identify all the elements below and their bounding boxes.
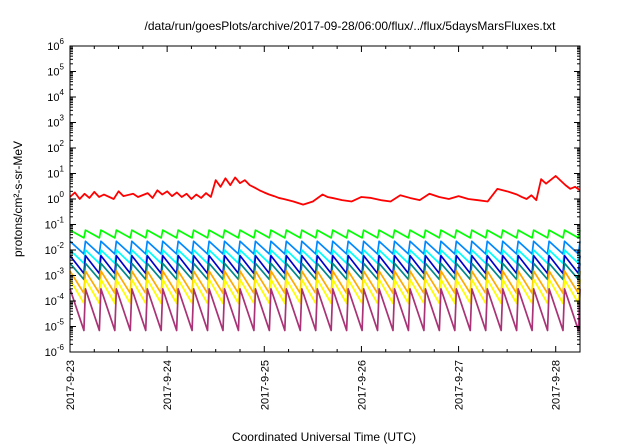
y-tick-label: 10-2 (45, 241, 65, 257)
series-line (69, 287, 581, 332)
x-axis-label: Coordinated Universal Time (UTC) (232, 430, 416, 444)
y-axis: 10-6 10-5 10-4 10-3 10-2 10-1 100 101 102 103 104 1… (45, 37, 580, 359)
y-tick-label: 102 (47, 139, 64, 155)
y-tick-label: 100 (47, 190, 64, 206)
series-line (69, 278, 581, 305)
y-tick-label: 10-1 (45, 216, 65, 232)
series-layer (69, 175, 581, 332)
y-tick-label: 10-5 (45, 318, 65, 334)
y-tick-label: 105 (47, 63, 64, 79)
y-tick-label: 10-3 (45, 267, 65, 283)
series-line (69, 240, 581, 255)
chart-title: /data/run/goesPlots/archive/2017-09-28/0… (145, 19, 557, 33)
x-tick-label: 2017-9-23 (65, 360, 77, 410)
x-tick-label: 2017-9-26 (356, 360, 368, 410)
y-tick-label: 106 (47, 37, 64, 53)
y-tick-label: 10-4 (45, 292, 65, 308)
y-tick-label: 10-6 (45, 343, 65, 359)
series-line (69, 262, 581, 281)
x-tick-label: 2017-9-24 (162, 360, 174, 410)
series-line (69, 229, 581, 239)
x-tick-label: 2017-9-25 (259, 360, 271, 410)
x-axis: 2017-9-23 2017-9-24 2017-9-25 2017-9-26 2017… (65, 46, 563, 410)
series-line (69, 249, 581, 265)
series-line (69, 175, 581, 206)
x-tick-label: 2017-9-27 (454, 360, 466, 410)
y-tick-label: 104 (47, 88, 64, 104)
x-tick-label: 2017-9-28 (551, 360, 563, 410)
y-axis-label: protons/cm²-s-sr-MeV (11, 141, 25, 257)
y-tick-label: 101 (47, 165, 64, 181)
y-tick-label: 103 (47, 114, 64, 130)
